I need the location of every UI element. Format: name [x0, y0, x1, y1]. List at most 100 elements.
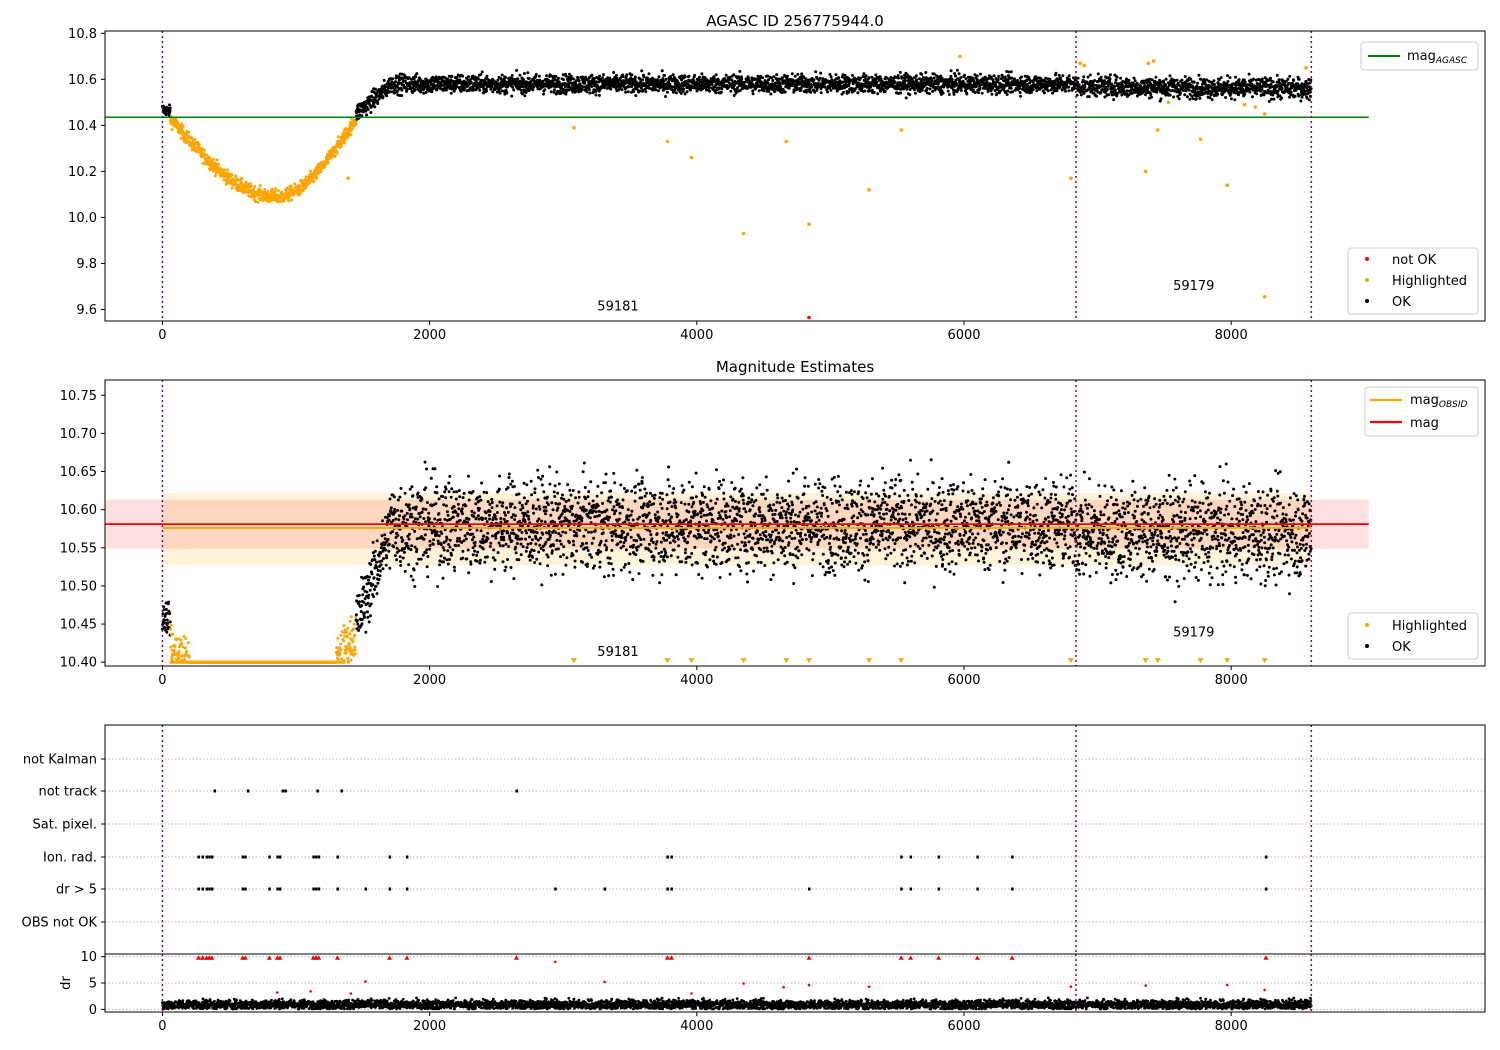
data-point-1 — [1233, 98, 1237, 102]
data-point-1 — [719, 90, 723, 94]
data-point-1 — [1187, 88, 1191, 92]
data-point-1 — [304, 185, 308, 189]
data-point-1 — [1018, 91, 1022, 94]
data-point-1 — [1262, 93, 1266, 97]
y-tick-label-1: 10.6 — [68, 73, 97, 88]
data-point-1 — [244, 180, 248, 184]
data-point-1 — [780, 76, 784, 80]
data-point-1 — [771, 79, 775, 82]
data-point-1 — [545, 74, 548, 78]
data-point-1 — [1175, 78, 1179, 82]
data-point-1 — [298, 184, 302, 188]
data-point-1 — [290, 198, 294, 202]
data-point-1 — [915, 78, 919, 82]
data-point-1 — [1194, 97, 1198, 101]
data-point-1 — [515, 68, 519, 72]
data-point-1 — [196, 140, 200, 144]
data-point-1 — [400, 88, 404, 92]
outlier-point-1 — [1143, 169, 1148, 174]
data-point-1 — [205, 153, 209, 157]
data-point-1 — [812, 78, 816, 82]
data-point-1 — [898, 70, 902, 74]
outlier-point-1 — [1069, 176, 1073, 181]
data-point-1 — [955, 68, 959, 72]
data-point-1 — [585, 90, 589, 94]
data-point-1 — [179, 136, 183, 140]
data-point-1 — [583, 80, 587, 84]
data-point-1 — [1019, 94, 1023, 98]
data-point-1 — [1260, 88, 1264, 92]
data-point-1 — [326, 161, 330, 165]
data-point-1 — [842, 90, 845, 94]
data-point-1 — [523, 94, 527, 98]
data-point-1 — [168, 109, 172, 113]
data-point-1 — [1108, 73, 1112, 77]
data-point-1 — [1076, 76, 1080, 80]
data-point-1 — [875, 80, 879, 84]
data-point-1 — [1031, 88, 1035, 92]
outlier-point-1 — [665, 139, 670, 144]
data-point-1 — [500, 73, 504, 77]
data-point-2 — [179, 638, 183, 642]
data-point-1 — [1289, 90, 1293, 94]
data-point-1 — [588, 91, 592, 95]
y-tick-label-1: 10.0 — [68, 211, 97, 226]
data-point-1 — [252, 198, 256, 202]
data-point-1 — [211, 169, 215, 173]
data-point-1 — [340, 141, 344, 145]
outlier-point-1 — [1242, 102, 1247, 107]
data-point-1 — [977, 91, 980, 95]
data-point-2 — [169, 623, 173, 627]
data-point-1 — [1096, 72, 1100, 76]
data-point-1 — [562, 78, 565, 82]
data-point-1 — [373, 105, 377, 109]
data-point-1 — [893, 81, 896, 85]
data-point-1 — [732, 73, 736, 77]
data-point-1 — [549, 90, 553, 94]
data-point-1 — [872, 90, 876, 94]
outlier-point-1 — [1253, 105, 1257, 109]
data-point-1 — [187, 130, 191, 134]
data-point-1 — [1088, 73, 1092, 77]
data-point-1 — [395, 89, 399, 93]
data-point-1 — [914, 74, 918, 78]
data-point-1 — [230, 173, 234, 177]
data-point-1 — [1277, 78, 1281, 82]
data-point-1 — [1247, 72, 1251, 76]
data-point-1 — [766, 81, 770, 85]
data-point-1 — [1192, 80, 1196, 84]
data-point-1 — [394, 80, 398, 84]
data-point-1 — [526, 71, 530, 75]
data-point-1 — [1307, 98, 1311, 102]
chart-title-2: Magnitude Estimates — [716, 358, 874, 376]
data-point-1 — [1113, 88, 1117, 92]
data-point-1 — [829, 75, 833, 79]
data-point-1 — [609, 87, 613, 91]
y-tick-label-1: 9.6 — [76, 303, 97, 318]
data-point-1 — [349, 121, 353, 125]
outlier-point-1 — [1262, 112, 1267, 116]
data-point-1 — [366, 108, 370, 111]
outlier-point-1 — [1198, 137, 1203, 141]
outlier-point-1 — [1155, 128, 1160, 132]
data-point-1 — [1185, 95, 1189, 99]
data-point-1 — [213, 161, 217, 165]
data-point-1 — [510, 74, 514, 77]
data-point-1 — [671, 73, 675, 77]
data-point-1 — [689, 88, 692, 92]
obs-label-1: 59181 — [597, 300, 638, 315]
outlier-point-1 — [1146, 61, 1151, 65]
data-point-1 — [773, 90, 776, 94]
data-point-1 — [1115, 75, 1119, 79]
data-point-1 — [738, 69, 742, 73]
data-point-1 — [556, 76, 560, 80]
data-point-1 — [370, 95, 374, 99]
data-point-1 — [790, 72, 794, 76]
data-point-1 — [587, 88, 591, 92]
data-point-1 — [644, 90, 648, 94]
data-point-1 — [249, 184, 253, 188]
data-point-1 — [957, 72, 961, 76]
data-point-1 — [256, 200, 260, 204]
data-point-1 — [947, 93, 951, 96]
data-point-1 — [1181, 85, 1185, 89]
